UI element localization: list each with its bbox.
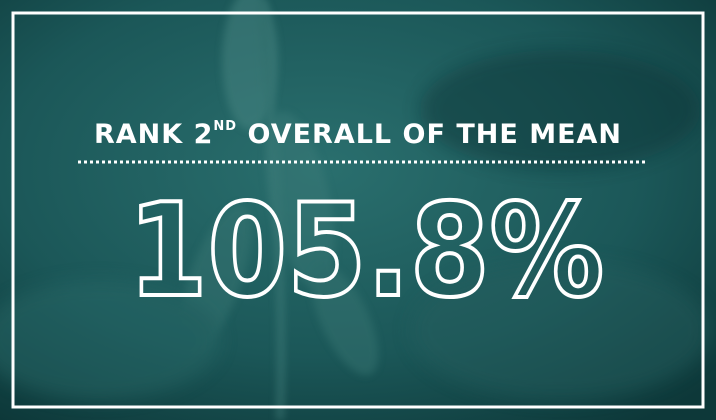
headline: RANK 2ND OVERALL OF THE MEAN bbox=[94, 119, 622, 150]
big-figure: 105.8% bbox=[128, 177, 604, 326]
headline-superscript: ND bbox=[213, 119, 237, 134]
frame-border bbox=[11, 11, 705, 409]
headline-text: OVERALL OF THE MEAN bbox=[237, 119, 622, 150]
headline-text: RANK 2 bbox=[94, 119, 213, 150]
